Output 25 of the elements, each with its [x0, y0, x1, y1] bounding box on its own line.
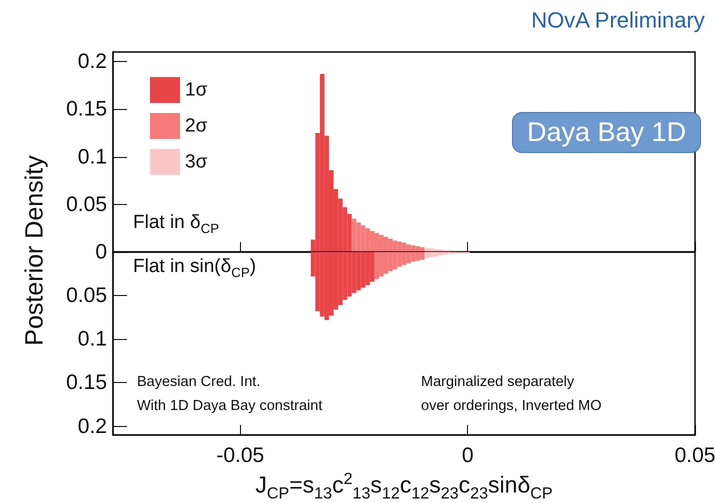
y-tick-label: 0.2 — [78, 50, 107, 74]
chart-title: NOvA Preliminary — [531, 8, 705, 32]
x-tick-label: -0.05 — [216, 444, 264, 467]
annotation: Daya Bay 1D — [512, 112, 702, 153]
legend-label: 2σ — [185, 116, 208, 136]
y-tick-label: 0.15 — [66, 371, 107, 394]
annotation: Bayesian Cred. Int. — [137, 374, 260, 390]
annotation: Flat in δ$_{CP}$ — [133, 212, 220, 236]
y-tick-label: 0.1 — [78, 145, 107, 168]
annotation: over orderings, Inverted MO — [421, 398, 602, 414]
y-axis-title: Posterior Density — [20, 154, 50, 348]
y-tick-label: 0.2 — [78, 414, 107, 438]
y-tick-label: 0.15 — [66, 98, 107, 121]
text: J$_{CP}$=s$_{13}$c$^{2}$$_{13}$s$_{12}$c$_{12}$s$_{23}$c$_{23}$sinδ$_{CP}$ — [255, 470, 553, 502]
annotation: Marginalized separately — [421, 374, 574, 390]
legend-label: 1σ — [185, 80, 208, 100]
annotation: With 1D Daya Bay constraint — [137, 398, 322, 414]
x-tick-label: 0.05 — [674, 444, 715, 467]
y-tick-label: 0.05 — [66, 284, 107, 308]
annotation: Flat in sin(δ$_{CP}$) — [133, 256, 256, 280]
x-tick-label: 0 — [462, 444, 474, 467]
legend-label: 3σ — [185, 152, 208, 172]
y-tick-label: 0 — [95, 240, 107, 264]
y-tick-label: 0.05 — [66, 192, 107, 216]
y-tick-label: 0.1 — [78, 328, 107, 351]
